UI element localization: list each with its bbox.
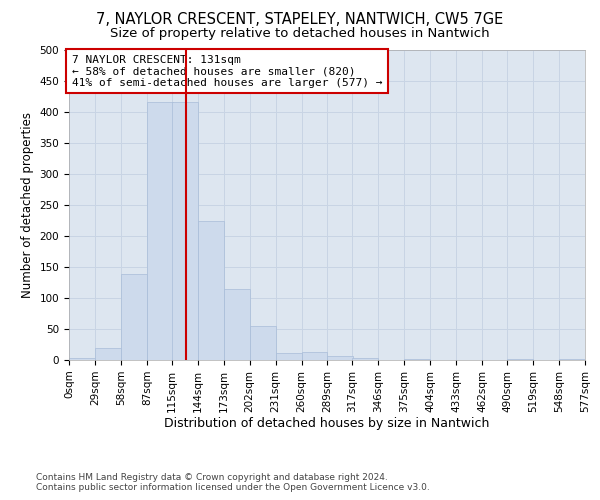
X-axis label: Distribution of detached houses by size in Nantwich: Distribution of detached houses by size …	[164, 418, 490, 430]
Bar	[352, 358, 379, 360]
Bar	[121, 274, 147, 360]
Bar	[147, 102, 173, 360]
Y-axis label: Number of detached properties: Number of detached properties	[21, 112, 34, 298]
Text: 7, NAYLOR CRESCENT, STAPELEY, NANTWICH, CW5 7GE: 7, NAYLOR CRESCENT, STAPELEY, NANTWICH, …	[97, 12, 503, 28]
Bar	[275, 353, 302, 360]
Bar	[302, 352, 328, 360]
Bar	[250, 326, 275, 360]
Bar	[198, 221, 224, 360]
Text: Size of property relative to detached houses in Nantwich: Size of property relative to detached ho…	[110, 28, 490, 40]
Text: 7 NAYLOR CRESCENT: 131sqm
← 58% of detached houses are smaller (820)
41% of semi: 7 NAYLOR CRESCENT: 131sqm ← 58% of detac…	[71, 54, 382, 88]
Bar	[224, 290, 250, 360]
Text: Contains HM Land Registry data © Crown copyright and database right 2024.
Contai: Contains HM Land Registry data © Crown c…	[36, 473, 430, 492]
Bar	[69, 358, 95, 360]
Bar	[172, 102, 198, 360]
Bar	[95, 348, 121, 360]
Bar	[328, 356, 353, 360]
